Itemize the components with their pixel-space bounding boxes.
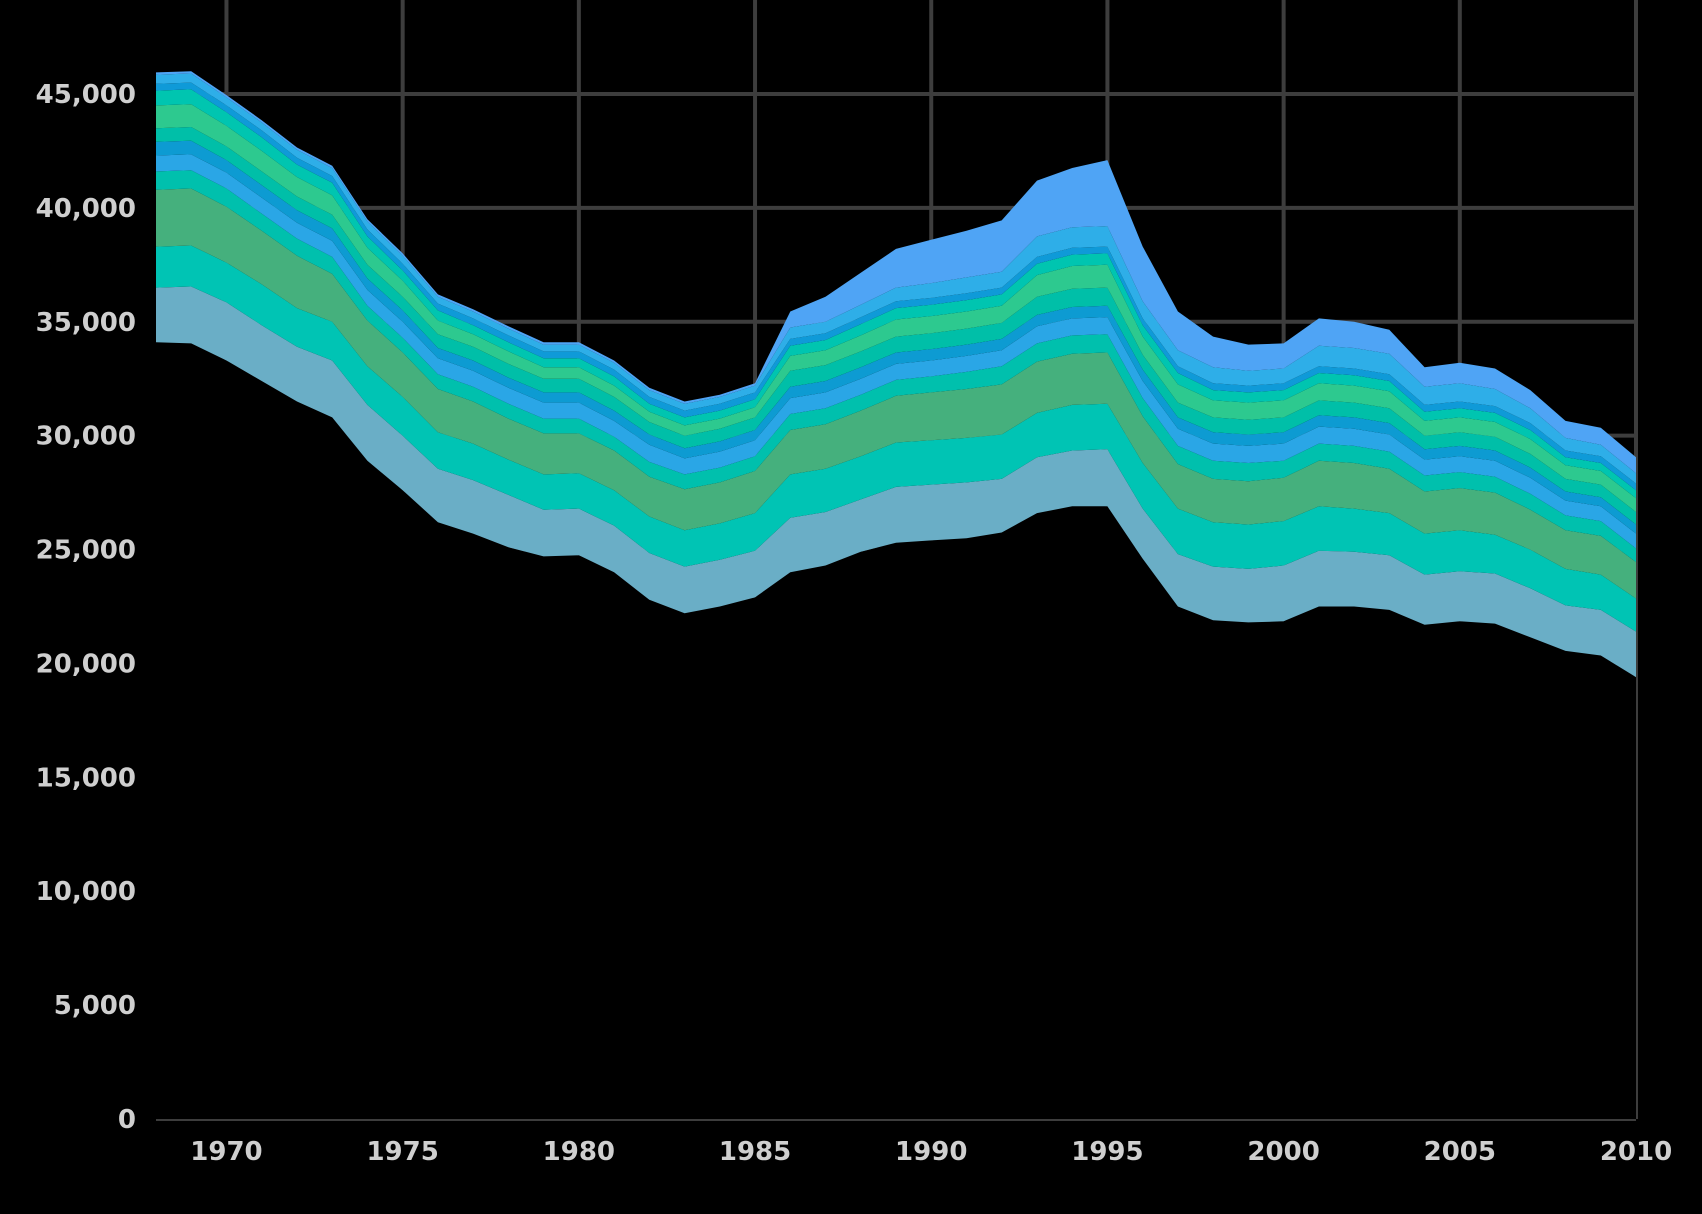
area-series-3 — [156, 188, 1636, 599]
area-series-8 — [156, 104, 1636, 513]
y-tick-label-8: 40,000 — [36, 194, 136, 224]
x-tick-label-3: 1985 — [719, 1137, 791, 1167]
y-tick-label-9: 45,000 — [36, 80, 136, 110]
y-tick-label-7: 35,000 — [36, 308, 136, 338]
area-series-1 — [156, 286, 1636, 678]
x-tick-label-5: 1995 — [1071, 1137, 1143, 1167]
y-tick-label-3: 15,000 — [36, 763, 136, 793]
area-series-2 — [156, 245, 1636, 632]
y-tick-label-1: 5,000 — [54, 991, 136, 1021]
stacked-areas — [156, 71, 1636, 1119]
area-series-11 — [156, 73, 1636, 484]
y-tick-label-0: 0 — [118, 1105, 136, 1135]
y-tick-label-4: 20,000 — [36, 649, 136, 679]
x-tick-label-6: 2000 — [1247, 1137, 1319, 1167]
area-series-4 — [156, 170, 1636, 563]
x-axis-tick-labels: 1970 1975 1980 1985 1990 1995 2000 2005 2010 — [190, 1137, 1672, 1167]
x-tick-label-1: 1975 — [366, 1137, 438, 1167]
x-tick-label-2: 1980 — [543, 1137, 615, 1167]
x-tick-label-7: 2005 — [1424, 1137, 1496, 1167]
area-series-7 — [156, 127, 1636, 525]
area-series-10 — [156, 82, 1636, 491]
y-tick-label-6: 30,000 — [36, 422, 136, 452]
area-series-12 — [156, 71, 1636, 474]
x-tick-label-8: 2010 — [1600, 1137, 1672, 1167]
area-series-9 — [156, 89, 1636, 499]
x-tick-label-0: 1970 — [190, 1137, 262, 1167]
x-tick-label-4: 1990 — [895, 1137, 967, 1167]
area-series-5 — [156, 154, 1636, 549]
area-series-0 — [156, 342, 1636, 1119]
y-axis-tick-labels: 0 5,000 10,000 15,000 20,000 25,000 30,000 35,0… — [36, 80, 136, 1135]
y-tick-label-2: 10,000 — [36, 877, 136, 907]
y-tick-label-5: 25,000 — [36, 536, 136, 566]
area-series-6 — [156, 140, 1636, 534]
